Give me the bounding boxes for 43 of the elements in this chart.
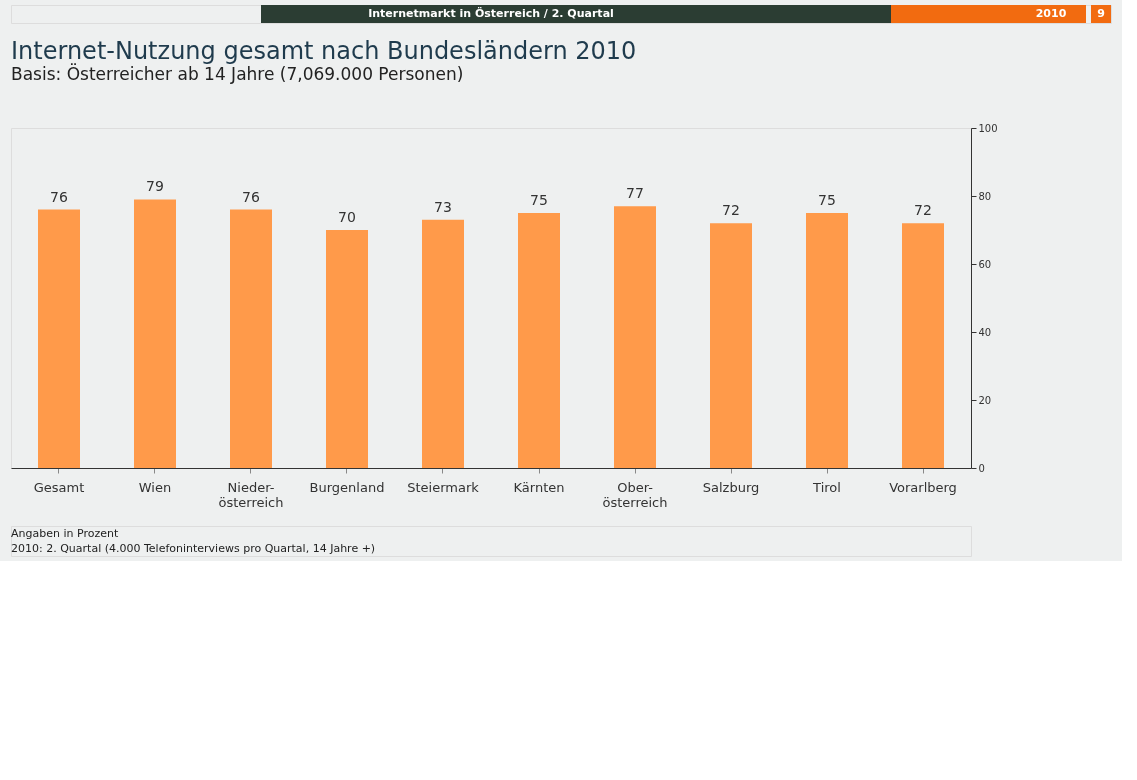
bar [806,213,848,468]
text: 9 [1097,7,1105,20]
bar [38,209,80,468]
data-label: 76 [50,188,68,205]
x-tick-label: Nieder- österreich [218,479,284,510]
y-tick-label: 100 [978,122,998,134]
data-label: 75 [530,192,548,208]
text: Angaben in Prozent [11,526,119,540]
data-label: 72 [914,202,932,219]
text: 2010: 2. Quartal (4.000 Telefoninterviews pro Quartal, 14 Jahre +) [11,541,376,555]
y-tick-label: 60 [978,258,992,270]
x-tick-label: Ober- österreich [602,479,668,510]
y-tick-label: 40 [978,326,992,338]
x-tick-label: Wien [138,479,172,495]
bar [134,199,176,468]
bar [230,209,272,468]
x-tick-label: Salzburg [702,479,760,495]
chart-subtitle: Basis: Österreicher ab 14 Jahre (7,069.000 Personen) [11,63,464,84]
data-label: 70 [338,209,356,225]
text: Internetmarkt in Österreich / 2. Quartal [368,6,614,20]
bar [518,213,560,468]
data-label: 72 [722,202,740,219]
text: 2010 [1035,7,1067,20]
bar [710,223,752,468]
y-tick-label: 80 [978,190,992,202]
y-tick-label: 0 [978,462,985,474]
bar [902,223,944,468]
x-tick-label: Kärnten [513,479,565,495]
x-tick-label: Tirol [812,479,841,495]
y-tick-label: 20 [978,394,992,406]
bar [422,219,464,468]
data-label: 75 [818,192,836,208]
x-tick-label: Vorarlberg [889,479,957,495]
x-tick-label: Burgenland [309,479,385,495]
bar [614,206,656,468]
data-label: 73 [434,198,452,215]
data-label: 77 [626,185,644,202]
x-tick-label: Gesamt [33,479,85,495]
data-label: 79 [146,178,164,195]
chart-title: Internet-Nutzung gesamt nach Bundesländern 2010 [11,37,637,65]
x-tick-label: Steiermark [407,479,480,495]
data-label: 76 [242,188,260,205]
bar [326,230,368,468]
